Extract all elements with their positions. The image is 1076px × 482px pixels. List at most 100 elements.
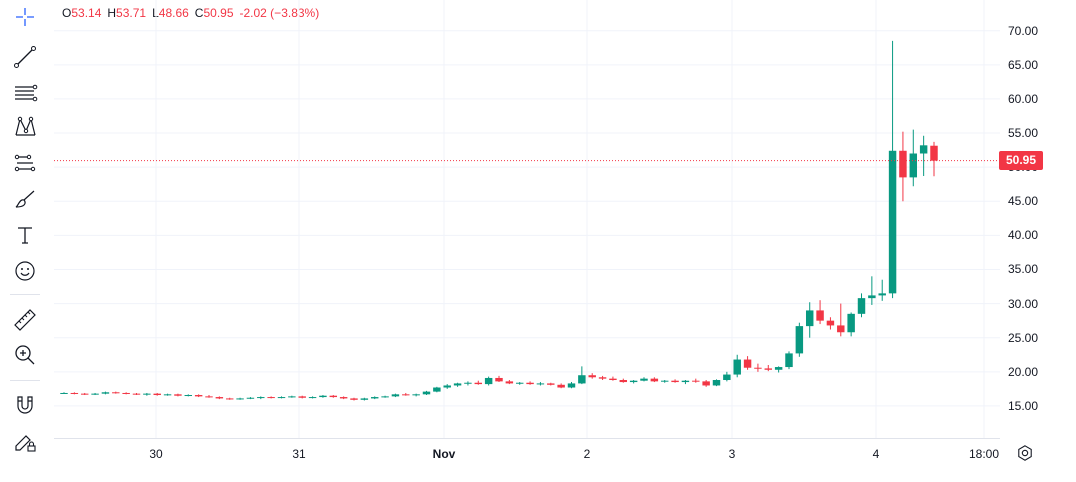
- chart-grid: [54, 0, 1000, 438]
- y-tick-label: 35.00: [1008, 262, 1039, 277]
- price-axis[interactable]: 70.0065.0060.0055.0050.0045.0040.0035.00…: [1000, 0, 1076, 438]
- candle-body: [464, 382, 472, 384]
- candle-body: [80, 393, 89, 395]
- candle-body: [578, 375, 586, 384]
- candle-body: [288, 396, 296, 398]
- x-tick-label: 31: [292, 447, 306, 461]
- text-icon[interactable]: [8, 218, 42, 252]
- y-tick-label: 25.00: [1008, 330, 1039, 345]
- candle-body: [805, 310, 814, 327]
- candle-body: [453, 383, 462, 386]
- candle-body: [733, 359, 741, 375]
- candle-body: [402, 394, 410, 396]
- candle-body: [267, 397, 275, 399]
- candle-body: [184, 395, 193, 397]
- candle-body: [433, 387, 441, 392]
- y-tick-label: 15.00: [1008, 398, 1039, 413]
- candle-body: [526, 382, 534, 385]
- candle-body: [764, 368, 773, 370]
- candle-body: [91, 393, 99, 395]
- candle-body: [640, 378, 648, 381]
- candle-body: [598, 377, 607, 379]
- ruler-icon[interactable]: [8, 303, 42, 337]
- candles: [60, 40, 938, 401]
- candle-body: [339, 397, 348, 399]
- candle-body: [888, 150, 897, 294]
- candle-body: [723, 374, 731, 381]
- time-axis[interactable]: 30 31 Nov 2 3 4 18:00: [54, 438, 1000, 466]
- candle-body: [547, 383, 555, 385]
- candle-body: [174, 394, 182, 396]
- candle-body: [588, 375, 596, 378]
- candle-body: [754, 367, 762, 369]
- candle-body: [816, 310, 824, 321]
- candle-body: [557, 384, 565, 388]
- candle-body: [350, 398, 358, 400]
- lock-drawing-icon[interactable]: [8, 424, 42, 458]
- candle-body: [795, 326, 804, 354]
- candle-body: [370, 397, 379, 399]
- candle-body: [236, 398, 244, 400]
- fib-retracement-icon[interactable]: [8, 76, 42, 110]
- forecast-icon[interactable]: [8, 146, 42, 180]
- candlestick-chart[interactable]: [54, 0, 1000, 438]
- y-tick-label: 65.00: [1008, 57, 1039, 72]
- candle-body: [847, 313, 855, 333]
- candle-body: [660, 380, 669, 382]
- candle-body: [505, 381, 514, 384]
- crosshair-icon[interactable]: [8, 0, 42, 34]
- candle-body: [743, 359, 752, 368]
- candle-body: [360, 398, 369, 400]
- y-tick-label: 40.00: [1008, 228, 1039, 243]
- candle-body: [702, 381, 710, 386]
- magnet-icon[interactable]: [8, 388, 42, 422]
- candle-body: [826, 320, 835, 326]
- candle-body: [515, 382, 524, 384]
- candle-body: [536, 383, 545, 385]
- candle-body: [422, 391, 431, 395]
- y-tick-label: 30.00: [1008, 296, 1039, 311]
- candle-body: [225, 398, 234, 400]
- candle-body: [257, 397, 265, 399]
- candle-body: [60, 392, 68, 394]
- y-tick-label: 45.00: [1008, 194, 1039, 209]
- high-key: H: [107, 6, 117, 20]
- candle-body: [899, 150, 907, 178]
- candle-body: [837, 325, 845, 333]
- candle-body: [774, 367, 783, 370]
- candle-body: [878, 293, 886, 296]
- candle-body: [785, 353, 793, 368]
- y-tick-label: 60.00: [1008, 91, 1039, 106]
- candle-body: [205, 396, 213, 398]
- last-price-label: 50.95: [999, 151, 1043, 171]
- candle-body: [132, 393, 141, 395]
- candle-body: [308, 397, 317, 399]
- candle-body: [619, 380, 628, 383]
- candle-body: [298, 396, 306, 398]
- candle-body: [629, 380, 638, 383]
- high-value: 53.71: [116, 6, 147, 20]
- candle-body: [112, 392, 120, 394]
- candle-body: [143, 393, 151, 395]
- brush-icon[interactable]: [8, 182, 42, 216]
- candle-body: [609, 378, 617, 381]
- candle-body: [712, 380, 721, 386]
- candle-body: [930, 145, 938, 161]
- emoji-icon[interactable]: [8, 254, 42, 288]
- x-tick-label: 3: [728, 447, 736, 461]
- candle-body: [277, 397, 286, 399]
- open-value: 53.14: [71, 6, 102, 20]
- candle-body: [101, 392, 110, 394]
- chart-settings-icon[interactable]: [1014, 442, 1036, 464]
- close-key: C: [194, 6, 204, 20]
- candle-body: [919, 145, 928, 154]
- trend-line-icon[interactable]: [8, 40, 42, 74]
- zoom-in-icon[interactable]: [8, 338, 42, 372]
- candle-body: [868, 295, 876, 299]
- xabcd-pattern-icon[interactable]: [8, 110, 42, 144]
- candle-body: [909, 153, 918, 178]
- candle-body: [329, 395, 338, 398]
- candle-body: [122, 392, 130, 394]
- candle-body: [215, 397, 224, 399]
- toolbar-divider: [10, 294, 40, 295]
